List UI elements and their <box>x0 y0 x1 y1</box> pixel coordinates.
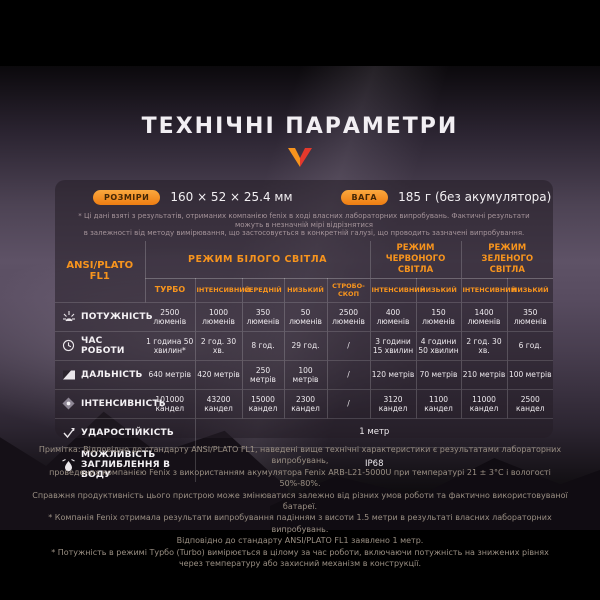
group-header-row: ANSI/PLATO FL1 РЕЖИМ БІЛОГО СВІТЛА РЕЖИМ… <box>55 240 554 302</box>
table-row-output: ПОТУЖНІСТЬ 2500 люменів 1000 люменів 350… <box>55 301 554 331</box>
table-row-impact: УДАРОСТІЙКІСТЬ 1 метр <box>55 417 554 447</box>
panel-disclaimer-line-1: * Ці дані взяті з результатів, отриманих… <box>78 212 530 229</box>
spec-value: / <box>326 330 370 360</box>
spec-value: 101000 кандел <box>145 388 195 418</box>
note-line: Відповідно до стандарту ANSI/PLATO FL1 з… <box>176 536 424 546</box>
weight-badge: ВАГА <box>340 189 389 205</box>
spec-value: 3120 кандел <box>369 388 416 418</box>
spec-value: 2300 кандел <box>283 388 327 418</box>
spec-panel: РОЗМІРИ 160 × 52 × 25.4 мм ВАГА 185 г (б… <box>55 180 554 482</box>
spec-value: 43200 кандел <box>194 388 242 418</box>
spec-value: 420 метрів <box>194 359 242 389</box>
mode-header: ТУРБО <box>154 285 186 294</box>
mode-header-row: ТУРБО ІНТЕНСИВНИЙ СЕРЕДНІЙ НИЗЬКИЙ СТРОБ… <box>55 278 554 302</box>
spec-value: 2500 кандел <box>506 388 554 418</box>
spec-value: 100 метрів <box>283 359 327 389</box>
note-line: * Потужність в режимі Турбо (Turbo) вимі… <box>51 547 549 557</box>
spec-value: 150 люменів <box>415 301 461 331</box>
spec-value: 100 метрів <box>506 359 554 389</box>
spec-value: 1100 кандел <box>415 388 461 418</box>
mode-header: СЕРЕДНІЙ <box>241 278 284 302</box>
lumens-icon <box>61 309 76 324</box>
submersion-icon <box>61 457 76 472</box>
spec-table: ANSI/PLATO FL1 РЕЖИМ БІЛОГО СВІТЛА РЕЖИМ… <box>55 240 554 482</box>
spec-value: 210 метрів <box>460 359 507 389</box>
impact-icon <box>61 425 76 440</box>
mode-header: НИЗЬКИЙ <box>415 278 461 302</box>
spec-value: / <box>326 388 370 418</box>
group-header-white-light: РЕЖИМ БІЛОГО СВІТЛА <box>145 240 370 279</box>
spec-value: 120 метрів <box>369 359 416 389</box>
weight-value: 185 г (без акумулятора) <box>398 190 552 204</box>
mode-header: ІНТЕНСИВНИЙ <box>194 278 250 302</box>
spec-value: 29 год. <box>283 330 327 360</box>
note-line: Примітка: Відповідно до стандарту ANSI/P… <box>38 445 562 466</box>
mode-header: СТРОБО-СКОП <box>326 278 370 302</box>
note-line: через температуру або захисний механізм … <box>178 559 422 569</box>
dimensions-badge: РОЗМІРИ <box>93 189 161 205</box>
spec-value: 400 люменів <box>369 301 416 331</box>
row-label-distance: ДАЛЬНІСТЬ <box>81 369 143 380</box>
spec-value: 3 години 15 хвилин <box>369 330 416 360</box>
table-row-submersion: МОЖЛИВІСТЬ ЗАГЛИБЛЕННЯ В ВОДУ IP68 <box>55 446 554 482</box>
mode-header: ІНТЕНСИВНИЙ <box>460 278 516 302</box>
spec-value: 2 год. 30 хв. <box>460 330 507 360</box>
spec-value: / <box>326 359 370 389</box>
table-row-intensity: ІНТЕНСИВНІСТЬ 101000 кандел 43200 кандел… <box>55 388 554 418</box>
row-label-runtime: ЧАС РОБОТИ <box>81 335 125 356</box>
mode-header: НИЗЬКИЙ <box>506 278 554 302</box>
spec-value: 4 години 50 хвилин <box>415 330 461 360</box>
spec-value: 70 метрів <box>415 359 461 389</box>
table-row-distance: ДАЛЬНІСТЬ 640 метрів 420 метрів 250 метр… <box>55 359 554 389</box>
spec-value: 15000 кандел <box>241 388 284 418</box>
note-line: * Компанія Fenix отримала результати вип… <box>48 513 552 534</box>
spec-value-submersion: IP68 <box>194 446 554 482</box>
spec-value: 1000 люменів <box>194 301 242 331</box>
beam-distance-icon <box>61 367 76 382</box>
group-header-green-light: РЕЖИМ ЗЕЛЕНОГО СВІТЛА <box>460 240 554 279</box>
spec-value: 350 люменів <box>506 301 554 331</box>
intensity-icon <box>61 396 76 411</box>
spec-value: 2500 люменів <box>326 301 370 331</box>
spec-value: 2 год. 30 хв. <box>194 330 242 360</box>
spec-value: 8 год. <box>241 330 284 360</box>
panel-disclaimer-line-2: в залежності від методу вимірювання, що … <box>83 229 525 237</box>
panel-disclaimer: * Ці дані взяті з результатів, отриманих… <box>55 212 553 238</box>
group-header-red-light: РЕЖИМ ЧЕРВОНОГО СВІТЛА <box>369 240 461 279</box>
spec-value: 1400 люменів <box>460 301 507 331</box>
fenix-chevron-icon <box>285 147 315 173</box>
row-label-intensity: ІНТЕНСИВНІСТЬ <box>81 398 166 409</box>
footnotes-block: Примітка: Відповідно до стандарту ANSI/P… <box>30 444 570 569</box>
clock-icon <box>61 338 76 353</box>
spec-value: 2500 люменів <box>145 301 195 331</box>
row-label-output: ПОТУЖНІСТЬ <box>81 311 153 322</box>
spec-value: 350 люменів <box>241 301 284 331</box>
note-line: проведених компанією Fenix з використанн… <box>49 467 551 489</box>
dimensions-value: 160 × 52 × 25.4 мм <box>170 190 293 204</box>
spec-value: 50 люменів <box>283 301 327 331</box>
spec-value: 6 год. <box>506 330 554 360</box>
spec-value-impact: 1 метр <box>194 417 554 447</box>
standard-label: ANSI/PLATO FL1 <box>55 240 146 302</box>
spec-value: 250 метрів <box>241 359 284 389</box>
row-label-impact: УДАРОСТІЙКІСТЬ <box>81 427 174 438</box>
mode-header: НИЗЬКИЙ <box>283 278 327 302</box>
mode-header: ІНТЕНСИВНИЙ <box>369 278 425 302</box>
dimensions-weight-row: РОЗМІРИ 160 × 52 × 25.4 мм ВАГА 185 г (б… <box>55 186 553 208</box>
spec-value: 11000 кандел <box>460 388 507 418</box>
row-label-submersion: МОЖЛИВІСТЬ ЗАГЛИБЛЕННЯ В ВОДУ <box>81 449 171 480</box>
table-row-runtime: ЧАС РОБОТИ 1 година 50 хвилин* 2 год. 30… <box>55 330 554 360</box>
spec-value: 1 година 50 хвилин* <box>145 330 195 360</box>
page-title: ТЕХНІЧНІ ПАРАМЕТРИ <box>141 114 459 139</box>
spec-value: 640 метрів <box>145 359 195 389</box>
note-line: Справжня продуктивність цього пристрою м… <box>32 490 568 512</box>
